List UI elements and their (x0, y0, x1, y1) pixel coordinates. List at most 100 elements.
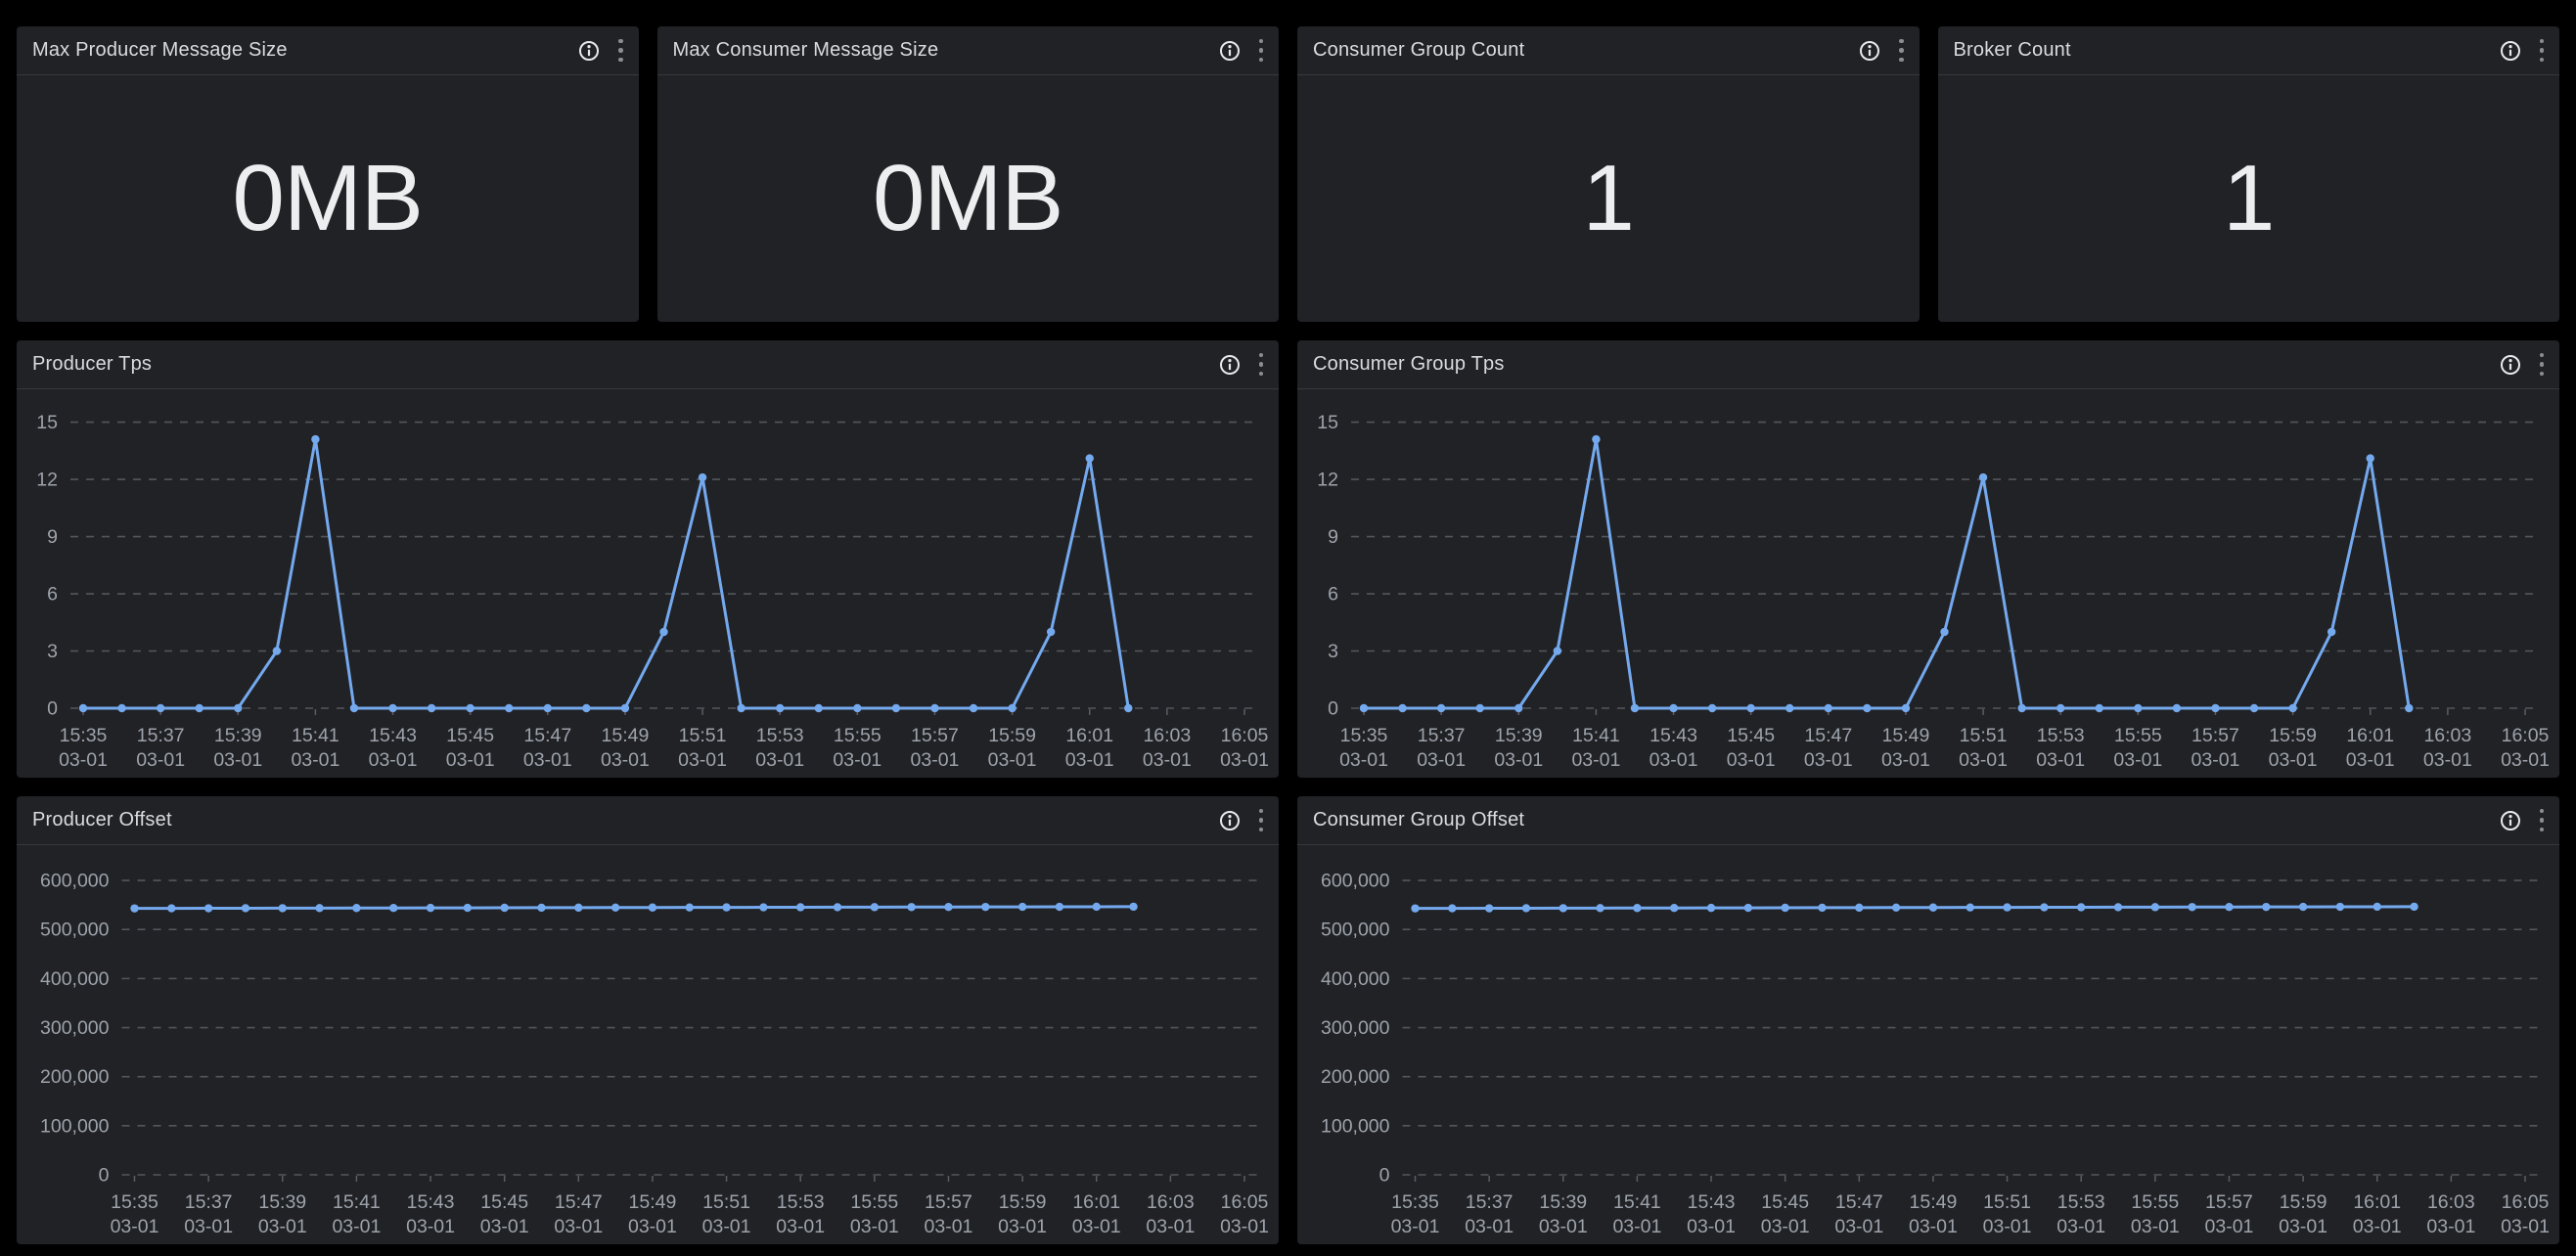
svg-text:03-01: 03-01 (2056, 1216, 2105, 1237)
svg-text:03-01: 03-01 (406, 1216, 455, 1237)
panel-header: Max Consumer Message Size (656, 26, 1279, 75)
svg-text:03-01: 03-01 (2131, 1216, 2180, 1237)
panel-title: Producer Offset (32, 809, 172, 830)
svg-text:03-01: 03-01 (480, 1216, 529, 1237)
svg-text:03-01: 03-01 (678, 749, 727, 771)
svg-text:0: 0 (1328, 698, 1338, 720)
info-icon[interactable] (2500, 810, 2521, 831)
header-icons (2500, 807, 2549, 834)
svg-text:03-01: 03-01 (925, 1216, 973, 1237)
svg-text:16:01: 16:01 (1065, 725, 1113, 746)
panel-header: Consumer Group Offset (1297, 796, 2559, 845)
chart-body: 0 100,000 200,000 300,000 400,000 500,000 600,… (17, 845, 1279, 1244)
svg-text:03-01: 03-01 (1881, 749, 1930, 771)
svg-text:15:47: 15:47 (1835, 1191, 1883, 1213)
svg-text:15:45: 15:45 (446, 725, 494, 746)
svg-text:200,000: 200,000 (1321, 1066, 1390, 1088)
panel-producer-offset: Producer Offset 0 100,000 200,000 300,000 40… (17, 796, 1279, 1244)
panel-consumer-group-tps: Consumer Group Tps 0 3 6 9 12 15 15:35 03-01 15:… (1297, 340, 2559, 778)
svg-text:16:05: 16:05 (1221, 1191, 1269, 1213)
svg-text:9: 9 (47, 526, 58, 548)
header-icons (578, 37, 627, 65)
line-chart-producer-tps[interactable]: 0 3 6 9 12 15 15:35 03-01 15:37 03-01 15:39 03-01 15… (17, 389, 1279, 778)
svg-text:03-01: 03-01 (2192, 749, 2240, 771)
svg-text:15:37: 15:37 (1418, 725, 1466, 746)
svg-text:500,000: 500,000 (1321, 920, 1390, 941)
panel-title: Broker Count (1953, 39, 2071, 61)
header-icons (1859, 37, 1908, 65)
kebab-menu-icon[interactable] (1255, 37, 1268, 65)
info-icon[interactable] (1219, 810, 1241, 831)
svg-text:15:55: 15:55 (834, 725, 881, 746)
line-chart-consumer-group-tps[interactable]: 0 3 6 9 12 15 15:35 03-01 15:37 03-01 15:39 03-01 15… (1297, 389, 2559, 778)
info-icon[interactable] (578, 40, 600, 62)
svg-text:0: 0 (99, 1165, 110, 1187)
svg-text:15:55: 15:55 (2114, 725, 2162, 746)
svg-text:03-01: 03-01 (1959, 749, 2008, 771)
svg-text:400,000: 400,000 (1321, 968, 1390, 990)
panel-title: Max Producer Message Size (32, 39, 288, 61)
svg-text:15:49: 15:49 (1882, 725, 1930, 746)
kebab-menu-icon[interactable] (2536, 37, 2549, 65)
svg-text:15:59: 15:59 (2280, 1191, 2327, 1213)
panel-consumer-group-offset: Consumer Group Offset 0 100,000 200,000 300… (1297, 796, 2559, 1244)
line-chart-consumer-group-offset[interactable]: 0 100,000 200,000 300,000 400,000 500,000 600,… (1297, 845, 2559, 1244)
panel-title: Consumer Group Count (1313, 39, 1525, 61)
svg-text:03-01: 03-01 (111, 1216, 159, 1237)
svg-text:03-01: 03-01 (1687, 1216, 1736, 1237)
svg-text:03-01: 03-01 (213, 749, 262, 771)
kebab-menu-icon[interactable] (2536, 807, 2549, 834)
svg-text:15:41: 15:41 (292, 725, 339, 746)
kebab-menu-icon[interactable] (1255, 351, 1268, 379)
svg-text:03-01: 03-01 (776, 1216, 825, 1237)
svg-text:03-01: 03-01 (702, 1216, 751, 1237)
svg-text:03-01: 03-01 (1804, 749, 1853, 771)
svg-text:16:01: 16:01 (2353, 1191, 2401, 1213)
panel-consumer-group-count: Consumer Group Count 1 (1297, 26, 1920, 322)
svg-text:100,000: 100,000 (40, 1115, 110, 1137)
kebab-menu-icon[interactable] (2536, 351, 2549, 379)
svg-text:15: 15 (36, 412, 58, 433)
info-icon[interactable] (1219, 354, 1241, 376)
svg-text:03-01: 03-01 (850, 1216, 899, 1237)
svg-text:03-01: 03-01 (833, 749, 881, 771)
svg-text:03-01: 03-01 (628, 1216, 677, 1237)
svg-text:15:57: 15:57 (911, 725, 959, 746)
svg-text:15:51: 15:51 (1983, 1191, 2031, 1213)
svg-text:16:03: 16:03 (2427, 1191, 2475, 1213)
svg-text:03-01: 03-01 (1065, 749, 1114, 771)
svg-text:15:59: 15:59 (999, 1191, 1047, 1213)
svg-text:03-01: 03-01 (2353, 1216, 2402, 1237)
svg-text:03-01: 03-01 (523, 749, 572, 771)
info-icon[interactable] (2500, 40, 2521, 62)
svg-text:03-01: 03-01 (59, 749, 108, 771)
svg-text:15:37: 15:37 (185, 1191, 233, 1213)
svg-text:03-01: 03-01 (2423, 749, 2472, 771)
header-icons (2500, 37, 2549, 65)
line-chart-producer-offset[interactable]: 0 100,000 200,000 300,000 400,000 500,000 600,… (17, 845, 1279, 1244)
info-icon[interactable] (1859, 40, 1880, 62)
svg-text:15:39: 15:39 (1495, 725, 1543, 746)
info-icon[interactable] (2500, 354, 2521, 376)
svg-text:15:49: 15:49 (602, 725, 650, 746)
svg-text:0: 0 (47, 698, 58, 720)
info-icon[interactable] (1219, 40, 1241, 62)
svg-text:03-01: 03-01 (332, 1216, 381, 1237)
svg-text:16:01: 16:01 (2346, 725, 2394, 746)
stat-value: 0MB (232, 146, 424, 250)
svg-text:03-01: 03-01 (1143, 749, 1192, 771)
kebab-menu-icon[interactable] (1255, 807, 1268, 834)
svg-text:03-01: 03-01 (1539, 1216, 1588, 1237)
panel-title: Consumer Group Offset (1313, 809, 1525, 830)
svg-text:03-01: 03-01 (1571, 749, 1620, 771)
svg-text:15:59: 15:59 (988, 725, 1036, 746)
svg-text:15:45: 15:45 (480, 1191, 528, 1213)
svg-text:03-01: 03-01 (136, 749, 185, 771)
svg-text:03-01: 03-01 (1072, 1216, 1121, 1237)
kebab-menu-icon[interactable] (614, 37, 627, 65)
chart-body: 0 100,000 200,000 300,000 400,000 500,000 600,… (1297, 845, 2559, 1244)
kebab-menu-icon[interactable] (1895, 37, 1908, 65)
svg-text:16:05: 16:05 (2502, 1191, 2550, 1213)
svg-text:15:45: 15:45 (1727, 725, 1775, 746)
